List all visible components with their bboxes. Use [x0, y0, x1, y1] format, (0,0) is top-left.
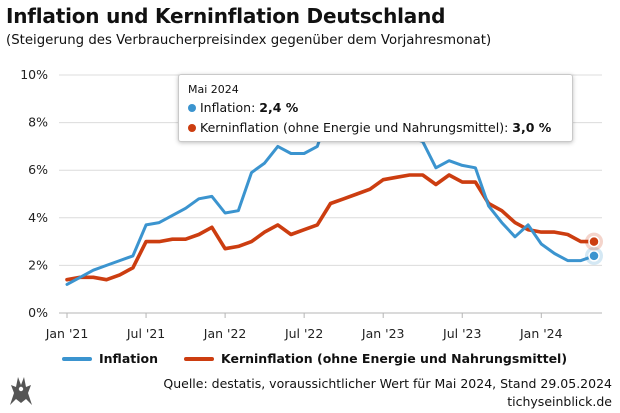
tooltip-value-kerninflation: 3,0 %: [512, 120, 552, 135]
inflation-dot-icon: [188, 104, 196, 112]
x-tick-label-0: Jan '21: [45, 326, 89, 341]
y-tick-label-5: 10%: [20, 67, 48, 82]
source-note: Quelle: destatis, voraussichtlicher Wert…: [163, 376, 612, 391]
kerninflation-dot-icon: [188, 124, 196, 132]
tooltip-row-inflation: Inflation: 2,4 %: [188, 99, 563, 117]
legend-item-inflation[interactable]: Inflation: [62, 351, 158, 366]
y-tick-label-1: 2%: [28, 257, 48, 272]
series-line-kerninflation: [65, 173, 596, 282]
tooltip-label-inflation: Inflation:: [200, 100, 260, 115]
x-tick-label-3: Jul '22: [284, 326, 323, 341]
x-tick-label-2: Jan '22: [203, 326, 247, 341]
x-tick-label-5: Jul '23: [442, 326, 481, 341]
x-tick-label-4: Jan '23: [361, 326, 405, 341]
legend-label-kerninflation: Kerninflation (ohne Energie und Nahrungs…: [221, 351, 568, 366]
legend-label-inflation: Inflation: [99, 351, 158, 366]
legend-swatch-kerninflation: [184, 356, 214, 361]
chart-title: Inflation und Kerninflation Deutschland: [6, 4, 446, 28]
last-point-inflation: [588, 250, 600, 262]
tooltip-label-kerninflation: Kerninflation (ohne Energie und Nahrungs…: [200, 120, 513, 135]
tooltip-value-inflation: 2,4 %: [259, 100, 299, 115]
y-tick-label-3: 6%: [28, 162, 48, 177]
legend-swatch-inflation: [62, 356, 92, 361]
tooltip-date: Mai 2024: [188, 83, 239, 96]
y-axis: 0% 2% 4% 6% 8% 10%: [20, 67, 48, 320]
marker-layer: [585, 232, 603, 265]
y-tick-label-4: 8%: [28, 115, 48, 130]
tooltip: Mai 2024 Inflation: 2,4 % Kerninflation …: [178, 74, 573, 142]
y-tick-label-0: 0%: [28, 305, 48, 320]
brand-link[interactable]: tichyseinblick.de: [507, 394, 612, 409]
x-tick-label-6: Jan '24: [519, 326, 563, 341]
tooltip-row-kerninflation: Kerninflation (ohne Energie und Nahrungs…: [188, 119, 563, 137]
legend-item-kerninflation[interactable]: Kerninflation (ohne Energie und Nahrungs…: [184, 351, 567, 366]
x-axis: Jan '21 Jul '21 Jan '22 Jul '22 Jan '23 Jul '…: [45, 313, 563, 341]
chart-subtitle: (Steigerung des Verbraucherpreisindex ge…: [6, 33, 492, 48]
x-tick-label-1: Jul '21: [126, 326, 165, 341]
y-tick-label-2: 4%: [28, 210, 48, 225]
eagle-logo-icon: [10, 377, 32, 405]
last-point-kerninflation: [588, 235, 600, 248]
